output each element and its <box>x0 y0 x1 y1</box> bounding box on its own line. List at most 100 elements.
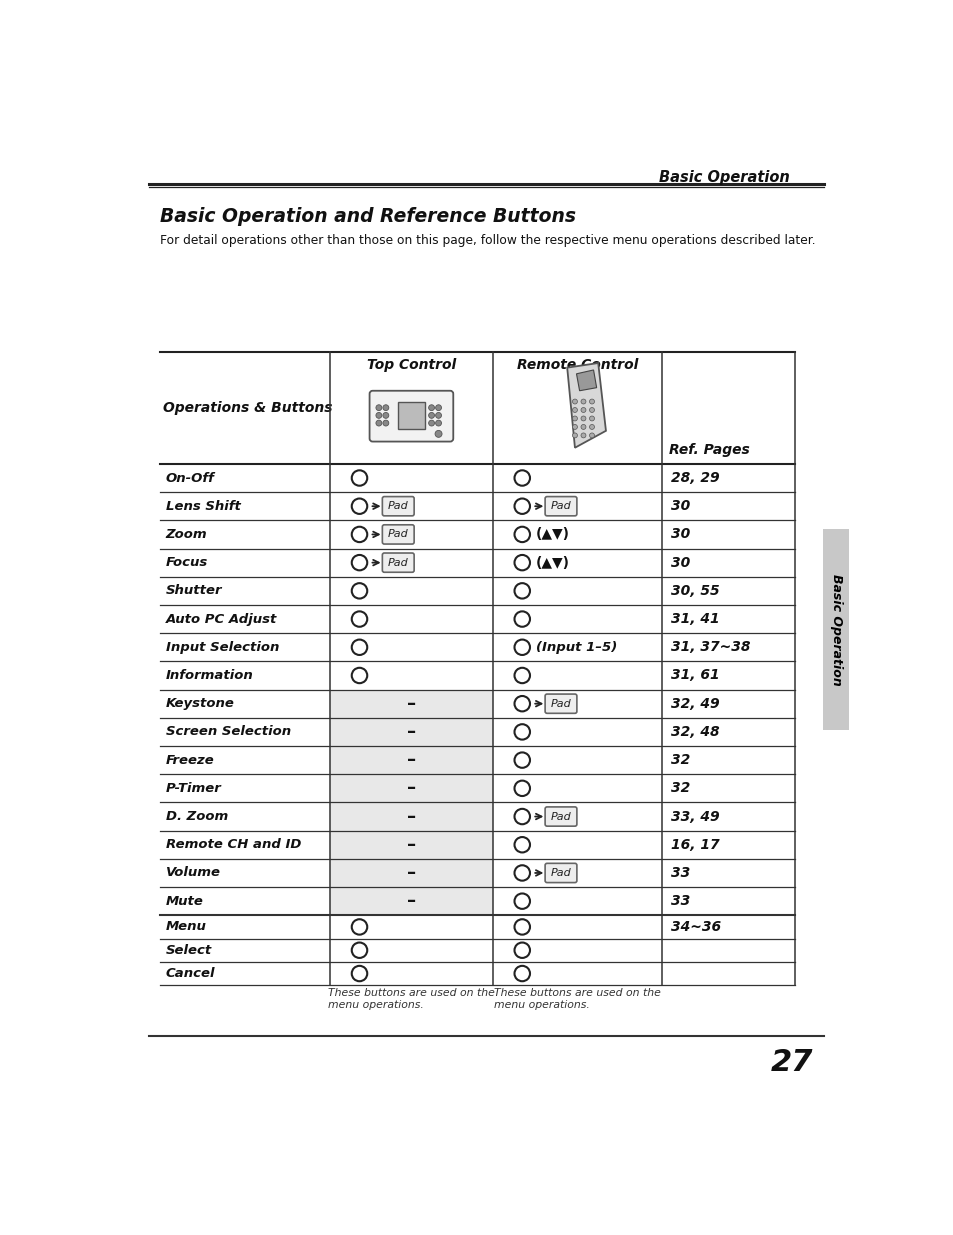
Circle shape <box>375 412 381 419</box>
Text: Pad: Pad <box>388 530 408 540</box>
Text: Screen Selection: Screen Selection <box>166 725 291 739</box>
Text: (▲▼): (▲▼) <box>536 527 570 541</box>
Text: 30: 30 <box>670 527 690 541</box>
Text: Pad: Pad <box>550 811 571 821</box>
Circle shape <box>428 412 434 419</box>
Text: Information: Information <box>166 669 253 682</box>
Circle shape <box>580 408 585 412</box>
Text: –: – <box>406 779 416 798</box>
FancyBboxPatch shape <box>382 496 414 516</box>
Text: 32, 49: 32, 49 <box>670 697 719 710</box>
Text: Basic Operation: Basic Operation <box>659 169 789 185</box>
Text: –: – <box>406 836 416 853</box>
Text: –: – <box>406 892 416 910</box>
Bar <box>330 803 493 831</box>
Circle shape <box>572 433 577 438</box>
Circle shape <box>572 416 577 421</box>
Circle shape <box>589 425 594 430</box>
Text: –: – <box>406 808 416 825</box>
Circle shape <box>428 405 434 410</box>
Text: Basic Operation: Basic Operation <box>829 573 841 685</box>
Polygon shape <box>576 370 596 390</box>
Circle shape <box>382 412 389 419</box>
Text: Pad: Pad <box>550 501 571 511</box>
Circle shape <box>375 420 381 426</box>
Text: These buttons are used on the
menu operations.: These buttons are used on the menu opera… <box>494 988 660 1010</box>
Bar <box>330 746 493 774</box>
Circle shape <box>428 420 434 426</box>
Text: 27: 27 <box>770 1047 812 1077</box>
Text: On-Off: On-Off <box>166 472 214 484</box>
Circle shape <box>436 412 441 419</box>
Bar <box>330 831 493 858</box>
Circle shape <box>589 416 594 421</box>
FancyBboxPatch shape <box>544 806 577 826</box>
Text: Focus: Focus <box>166 556 208 569</box>
Text: Cancel: Cancel <box>166 967 215 981</box>
Text: 31, 37~38: 31, 37~38 <box>670 640 750 655</box>
Text: Pad: Pad <box>550 868 571 878</box>
Text: Lens Shift: Lens Shift <box>166 500 240 513</box>
Text: 32: 32 <box>670 753 690 767</box>
Bar <box>330 718 493 746</box>
Circle shape <box>382 420 389 426</box>
Text: Shutter: Shutter <box>166 584 222 598</box>
Text: Basic Operation and Reference Buttons: Basic Operation and Reference Buttons <box>159 207 575 226</box>
Text: Auto PC Adjust: Auto PC Adjust <box>166 613 276 626</box>
Text: –: – <box>406 864 416 882</box>
Text: Pad: Pad <box>388 558 408 568</box>
Polygon shape <box>567 363 605 448</box>
Circle shape <box>375 405 381 410</box>
Text: Remote CH and ID: Remote CH and ID <box>166 839 301 851</box>
Text: 28, 29: 28, 29 <box>670 471 719 485</box>
Text: Zoom: Zoom <box>166 527 207 541</box>
Text: –: – <box>406 722 416 741</box>
Circle shape <box>572 399 577 404</box>
Bar <box>330 887 493 915</box>
Text: Menu: Menu <box>166 920 207 934</box>
Circle shape <box>589 399 594 404</box>
Circle shape <box>382 405 389 410</box>
FancyBboxPatch shape <box>369 390 453 442</box>
Text: (Input 1–5): (Input 1–5) <box>536 641 617 653</box>
Text: Operations & Buttons: Operations & Buttons <box>163 401 333 415</box>
Text: –: – <box>406 751 416 769</box>
Circle shape <box>435 431 441 437</box>
Text: Keystone: Keystone <box>166 698 234 710</box>
Text: 30: 30 <box>670 556 690 569</box>
Text: Top Control: Top Control <box>366 358 456 373</box>
FancyBboxPatch shape <box>382 525 414 545</box>
Circle shape <box>580 416 585 421</box>
Circle shape <box>436 420 441 426</box>
Text: Mute: Mute <box>166 894 203 908</box>
Text: Input Selection: Input Selection <box>166 641 279 653</box>
Text: 31, 41: 31, 41 <box>670 613 719 626</box>
Circle shape <box>580 425 585 430</box>
Bar <box>330 689 493 718</box>
Bar <box>397 401 424 430</box>
FancyBboxPatch shape <box>382 553 414 572</box>
Text: 34~36: 34~36 <box>670 920 720 934</box>
FancyBboxPatch shape <box>544 496 577 516</box>
Circle shape <box>572 425 577 430</box>
Text: These buttons are used on the
menu operations.: These buttons are used on the menu opera… <box>328 988 495 1010</box>
Text: 33, 49: 33, 49 <box>670 809 719 824</box>
Text: P-Timer: P-Timer <box>166 782 221 795</box>
Text: 33: 33 <box>670 894 690 908</box>
Circle shape <box>580 399 585 404</box>
Bar <box>330 858 493 887</box>
Text: 16, 17: 16, 17 <box>670 837 719 852</box>
Bar <box>822 530 848 730</box>
Circle shape <box>436 405 441 410</box>
Text: –: – <box>406 695 416 713</box>
Text: 30: 30 <box>670 499 690 514</box>
Text: Ref. Pages: Ref. Pages <box>669 443 749 457</box>
Text: Remote Control: Remote Control <box>516 358 638 373</box>
Bar <box>330 774 493 803</box>
Text: 30, 55: 30, 55 <box>670 584 719 598</box>
Circle shape <box>589 433 594 438</box>
FancyBboxPatch shape <box>544 863 577 883</box>
Text: D. Zoom: D. Zoom <box>166 810 228 823</box>
Text: 33: 33 <box>670 866 690 881</box>
Text: Pad: Pad <box>550 699 571 709</box>
